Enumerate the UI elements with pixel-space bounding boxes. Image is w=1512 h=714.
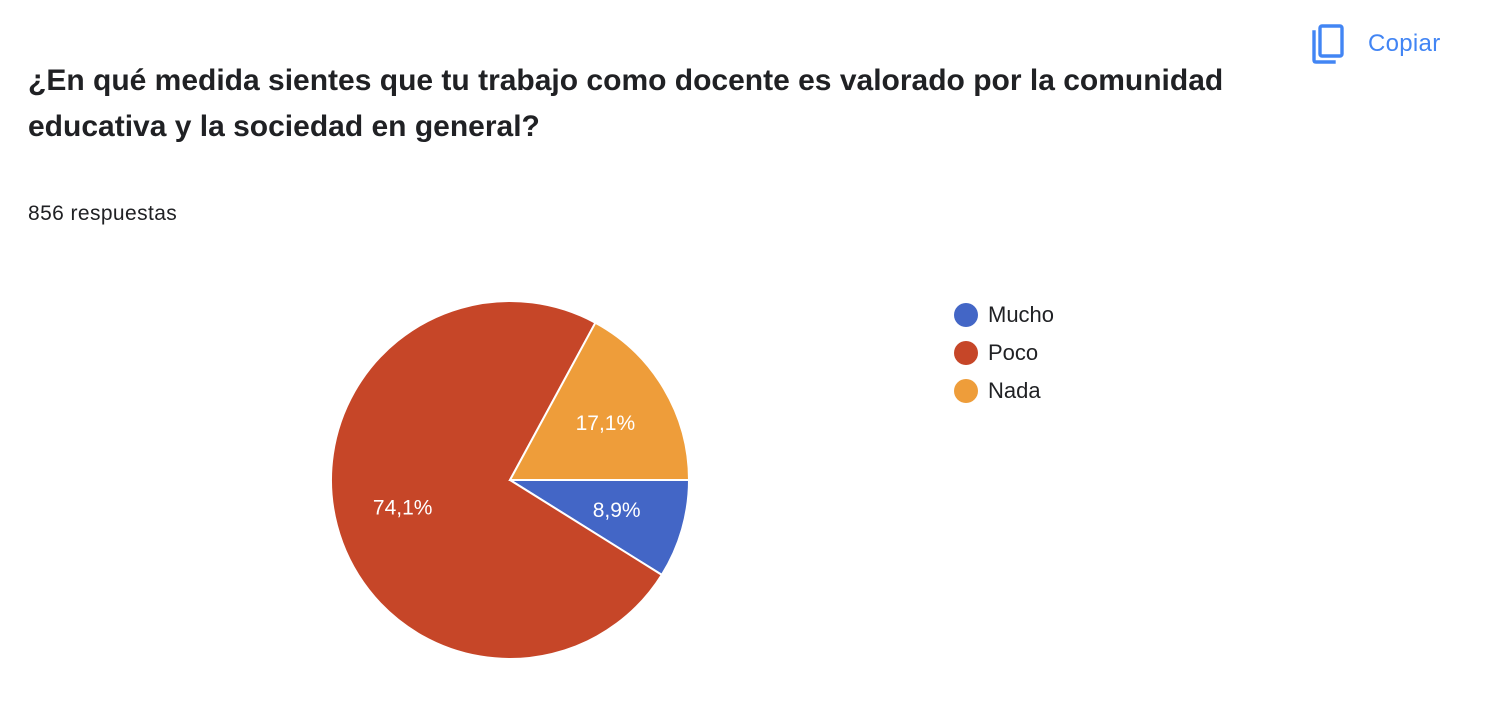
pie-label-nada: 17,1%	[576, 412, 636, 435]
legend-swatch	[954, 379, 978, 403]
copy-button[interactable]: Copiar	[1304, 20, 1470, 68]
legend-swatch	[954, 303, 978, 327]
legend-swatch	[954, 341, 978, 365]
question-title: ¿En qué medida sientes que tu trabajo co…	[28, 64, 1224, 143]
pie-slices	[330, 300, 691, 660]
legend-label: Mucho	[988, 302, 1055, 327]
legend-item-nada: Nada	[954, 372, 1054, 410]
legend-item-mucho: Mucho	[954, 296, 1054, 334]
pie-slice-mucho	[506, 479, 691, 577]
pie-chart: 8,9% 74,1% 17,1%	[330, 300, 691, 660]
chart-legend: Mucho Poco Nada	[954, 296, 1054, 410]
pie-label-mucho: 8,9%	[593, 499, 641, 522]
pie-label-poco: 74,1%	[373, 497, 433, 520]
copy-icon	[1312, 24, 1344, 64]
pie-slice-poco	[330, 300, 664, 660]
response-count: 856 respuestas	[28, 202, 178, 225]
legend-label: Poco	[988, 340, 1039, 365]
pie-labels: 8,9% 74,1% 17,1%	[373, 412, 641, 522]
copy-button-label: Copiar	[1368, 30, 1441, 57]
legend-label: Nada	[988, 378, 1041, 403]
legend-item-poco: Poco	[954, 334, 1054, 372]
pie-slice-nada	[508, 321, 691, 481]
